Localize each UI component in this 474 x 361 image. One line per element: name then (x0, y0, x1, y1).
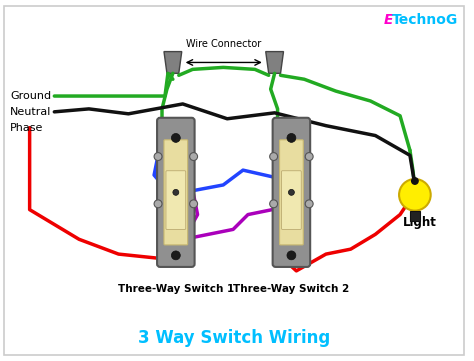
FancyBboxPatch shape (164, 140, 188, 245)
Text: Wire Connector: Wire Connector (186, 39, 261, 49)
FancyBboxPatch shape (157, 118, 195, 267)
Circle shape (287, 251, 296, 260)
Circle shape (411, 177, 419, 185)
Circle shape (154, 153, 162, 161)
Text: Light: Light (403, 216, 437, 229)
FancyBboxPatch shape (273, 118, 310, 267)
Text: Phase: Phase (10, 123, 43, 132)
FancyBboxPatch shape (166, 171, 186, 230)
Circle shape (270, 153, 278, 161)
FancyBboxPatch shape (282, 171, 301, 230)
Circle shape (305, 153, 313, 161)
Circle shape (173, 190, 179, 195)
Text: Ground: Ground (10, 91, 51, 101)
Circle shape (287, 134, 296, 142)
Circle shape (154, 200, 162, 208)
Text: Three-Way Switch 2: Three-Way Switch 2 (233, 284, 349, 293)
Polygon shape (266, 52, 283, 73)
Circle shape (172, 251, 180, 260)
Text: E: E (383, 13, 393, 27)
Circle shape (305, 200, 313, 208)
Text: TechnoG: TechnoG (392, 13, 458, 27)
Text: Neutral: Neutral (10, 107, 51, 117)
Text: Three-Way Switch 1: Three-Way Switch 1 (118, 284, 234, 293)
Bar (410, 210, 420, 221)
Circle shape (399, 179, 431, 210)
Circle shape (270, 200, 278, 208)
Text: 3 Way Switch Wiring: 3 Way Switch Wiring (138, 329, 330, 347)
FancyBboxPatch shape (280, 140, 303, 245)
Circle shape (190, 200, 198, 208)
Polygon shape (164, 52, 182, 73)
Circle shape (289, 190, 294, 195)
Circle shape (190, 153, 198, 161)
Circle shape (172, 134, 180, 142)
